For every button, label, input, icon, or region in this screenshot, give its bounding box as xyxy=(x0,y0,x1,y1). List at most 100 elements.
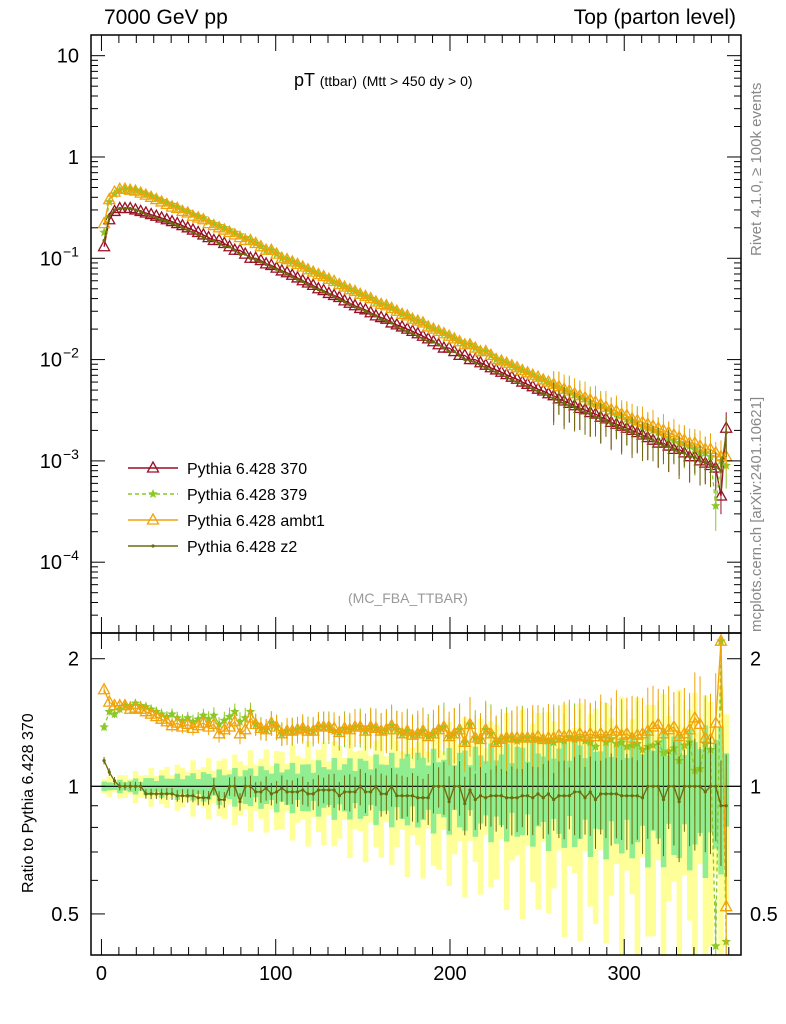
ratio-point xyxy=(212,784,216,788)
ratio-point xyxy=(264,786,268,790)
main-point xyxy=(188,209,198,219)
main-point xyxy=(447,331,461,344)
ratio-point xyxy=(531,796,535,800)
ratio-point xyxy=(688,710,702,723)
ratio-point xyxy=(222,798,226,802)
ratio-point xyxy=(109,709,120,719)
legend-label: Pythia 6.428 370 xyxy=(187,461,307,478)
main-point xyxy=(609,403,624,416)
ratio-point xyxy=(233,726,247,739)
main-point xyxy=(369,312,373,316)
ratio-point xyxy=(672,729,686,742)
ratio-point xyxy=(118,698,132,711)
main-point xyxy=(269,265,273,269)
ratio-point xyxy=(573,726,587,739)
main-point xyxy=(405,329,409,333)
ratio-point xyxy=(107,770,111,774)
main-point xyxy=(228,227,242,240)
main-point xyxy=(102,238,106,243)
ratio-point xyxy=(243,784,247,788)
ratio-point xyxy=(332,788,336,792)
main-point xyxy=(186,228,190,232)
ratio-point xyxy=(154,711,169,724)
ratio-point xyxy=(484,796,488,800)
main-point xyxy=(170,221,174,226)
legend: Pythia 6.428 370 Pythia 6.428 379 Pythia 6… xyxy=(128,460,325,556)
x-tick-label: 300 xyxy=(608,963,641,985)
ratio-point xyxy=(154,792,158,796)
main-point xyxy=(306,282,310,287)
ratio-point xyxy=(181,717,195,730)
main-point xyxy=(285,254,299,267)
main-point xyxy=(390,317,404,330)
ratio-point xyxy=(196,796,200,800)
ratio-point xyxy=(520,794,524,798)
ratio-point xyxy=(452,722,467,735)
main-point xyxy=(374,314,378,318)
main-point xyxy=(478,363,483,367)
main-point xyxy=(708,462,713,467)
ratio-point xyxy=(567,794,571,798)
ratio-point xyxy=(191,794,195,798)
ratio-point xyxy=(280,786,284,790)
main-point xyxy=(181,220,195,233)
main-series-4 xyxy=(102,206,728,491)
ratio-point xyxy=(447,726,461,739)
ratio-point xyxy=(410,794,415,798)
ratio-point xyxy=(693,784,697,788)
ratio-point xyxy=(374,784,378,788)
ratio-point xyxy=(662,722,676,735)
main-point xyxy=(703,460,707,464)
main-point xyxy=(457,353,462,357)
ratio-point xyxy=(275,726,289,739)
ratio-point xyxy=(217,798,221,802)
main-point xyxy=(296,259,310,272)
main-point xyxy=(385,301,399,314)
ratio-point xyxy=(186,721,200,734)
main-point xyxy=(583,410,587,415)
main-point xyxy=(437,343,441,347)
ratio-point xyxy=(374,723,388,736)
ratio-point xyxy=(175,719,190,732)
ratio-point xyxy=(228,714,242,727)
main-point xyxy=(510,360,524,373)
ratio-point xyxy=(719,804,723,808)
plot-title-sub2: (Mtt > 450 dy > 0) xyxy=(362,73,473,89)
main-point xyxy=(128,206,132,211)
ratio-point xyxy=(494,794,498,798)
y-tick-exponent: −3 xyxy=(63,446,79,462)
y-tick-exponent: −2 xyxy=(63,345,79,361)
ratio-point xyxy=(667,784,671,788)
ratio-point xyxy=(203,714,214,724)
ratio-point xyxy=(165,718,179,731)
ratio-point xyxy=(209,710,219,720)
main-point xyxy=(358,306,362,311)
ratio-point xyxy=(104,706,115,716)
ratio-point xyxy=(661,798,666,802)
ratio-point xyxy=(306,792,310,796)
ratio-point xyxy=(682,722,697,735)
ratio-point xyxy=(217,722,231,735)
ratio-point xyxy=(641,723,655,736)
ratio-y-tick-label-right: 0.5 xyxy=(750,904,778,926)
main-point xyxy=(489,362,503,375)
ratio-point xyxy=(447,800,451,804)
ratio-point xyxy=(274,790,279,794)
ratio-point xyxy=(442,784,446,788)
main-point xyxy=(198,213,209,222)
plot-title: pT (ttbar) (Mtt > 450 dy > 0) xyxy=(294,70,473,91)
main-point xyxy=(222,239,237,252)
main-point xyxy=(290,257,305,270)
ratio-point xyxy=(160,714,174,727)
ratio-point xyxy=(426,726,441,739)
ratio-point xyxy=(322,788,326,792)
main-point xyxy=(353,305,357,309)
ratio-point xyxy=(264,715,278,728)
main-point xyxy=(311,285,315,289)
main-point xyxy=(640,435,645,440)
ratio-point xyxy=(295,790,300,794)
main-point xyxy=(285,267,299,280)
main-point xyxy=(348,298,362,311)
ratio-point xyxy=(572,790,577,794)
main-point xyxy=(400,308,414,321)
